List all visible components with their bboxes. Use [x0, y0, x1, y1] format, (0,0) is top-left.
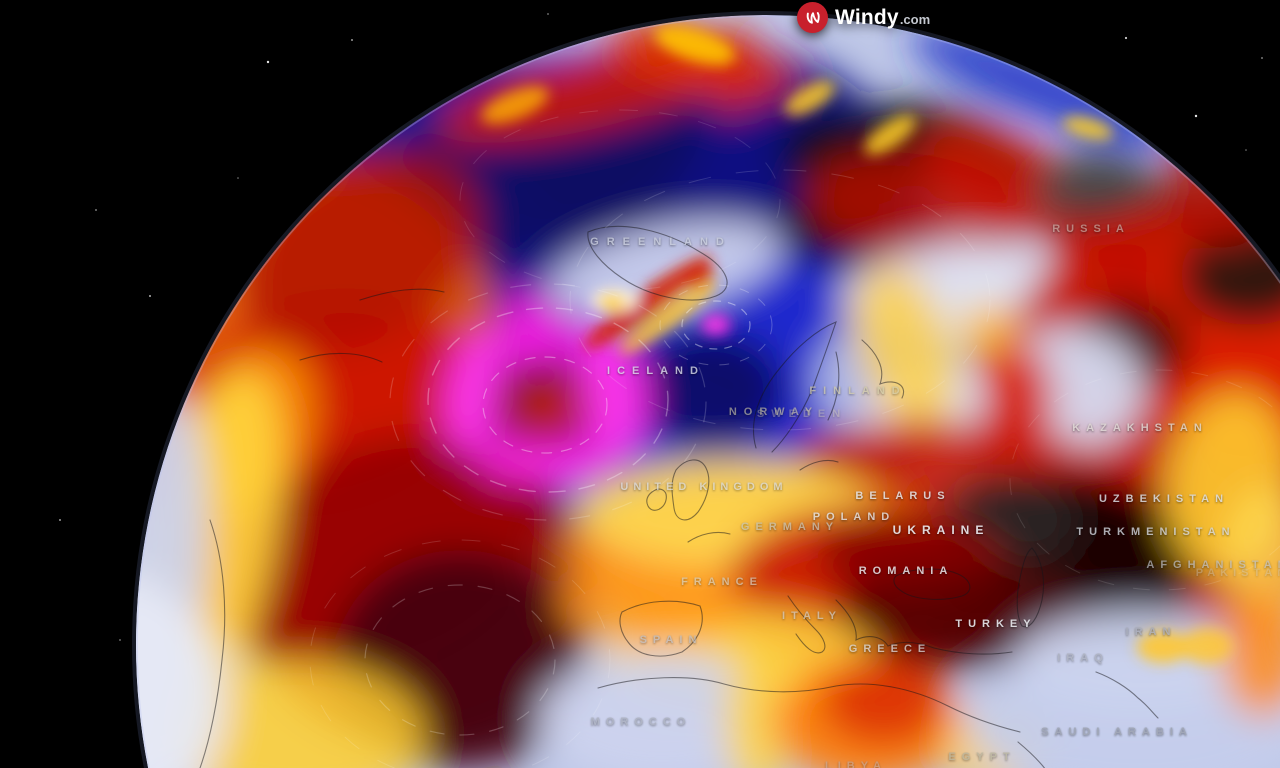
wind-streamlines — [309, 109, 1280, 768]
logo-text: Windy .com — [835, 6, 930, 30]
atmosphere-glow — [132, 11, 1280, 768]
globe — [136, 15, 1280, 768]
windy-logo[interactable]: Windy .com — [797, 2, 930, 33]
stars — [59, 13, 1263, 641]
brand-suffix: .com — [899, 11, 931, 27]
globe-rim — [136, 15, 1280, 768]
coastlines — [199, 225, 1159, 768]
polar-vortex — [444, 288, 650, 482]
windy-swirl-icon — [797, 2, 828, 33]
brand-name: Windy — [835, 5, 899, 29]
